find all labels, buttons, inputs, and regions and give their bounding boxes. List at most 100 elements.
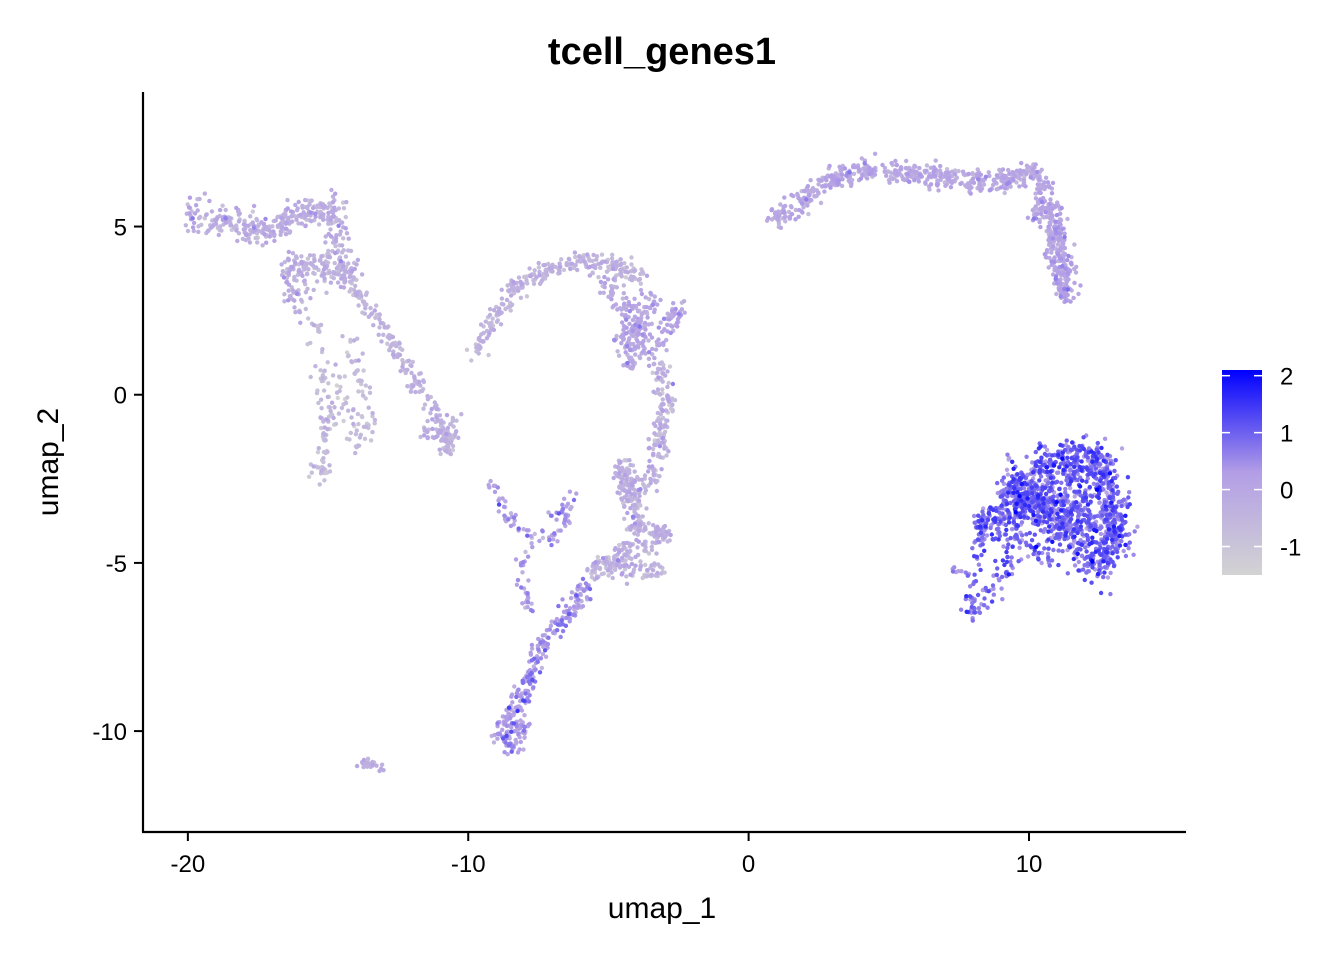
scatter-point — [434, 434, 439, 439]
scatter-point — [793, 217, 798, 222]
scatter-point — [805, 203, 810, 208]
scatter-point — [248, 214, 253, 219]
scatter-point — [660, 408, 665, 413]
scatter-point — [1070, 440, 1075, 445]
scatter-point — [437, 447, 442, 452]
scatter-point — [1039, 560, 1044, 566]
scatter-point — [565, 501, 571, 506]
scatter-point — [635, 339, 640, 344]
scatter-point — [378, 320, 383, 326]
scatter-point — [1001, 488, 1006, 493]
scatter-point — [284, 220, 289, 226]
scatter-point — [1081, 435, 1086, 440]
scatter-point — [599, 571, 604, 577]
scatter-point — [502, 750, 507, 755]
scatter-point — [994, 187, 999, 192]
scatter-point — [888, 170, 894, 175]
scatter-point — [1053, 203, 1059, 209]
scatter-point — [1113, 458, 1118, 463]
scatter-point — [355, 411, 361, 417]
scatter-point — [587, 586, 593, 592]
scatter-point — [547, 266, 552, 271]
scatter-point — [530, 608, 535, 614]
y-tick-label: 0 — [114, 383, 127, 410]
scatter-point — [662, 570, 667, 575]
scatter-point — [322, 425, 327, 430]
scatter-point — [558, 264, 563, 269]
scatter-point — [478, 322, 484, 327]
scatter-point — [1056, 515, 1062, 520]
scatter-point — [621, 483, 626, 488]
scatter-point — [1063, 298, 1069, 304]
scatter-point — [624, 307, 629, 312]
scatter-point — [658, 297, 663, 303]
scatter-point — [633, 563, 638, 568]
scatter-point — [275, 214, 280, 220]
scatter-point — [1044, 447, 1050, 453]
scatter-point — [527, 693, 532, 698]
scatter-point — [255, 224, 261, 229]
scatter-point — [1107, 471, 1113, 476]
scatter-point — [370, 762, 375, 768]
scatter-point — [1072, 489, 1077, 494]
scatter-point — [622, 301, 627, 306]
scatter-point — [1089, 471, 1094, 476]
scatter-point — [655, 410, 661, 416]
scatter-point — [1008, 486, 1013, 492]
scatter-point — [1032, 494, 1037, 500]
scatter-point — [300, 205, 305, 210]
scatter-point — [563, 513, 568, 518]
scatter-point — [535, 659, 540, 664]
scatter-point — [620, 468, 625, 473]
scatter-point — [568, 506, 573, 512]
scatter-point — [496, 309, 501, 314]
scatter-point — [616, 353, 622, 358]
scatter-point — [348, 430, 353, 436]
scatter-point — [1090, 565, 1095, 570]
scatter-point — [267, 228, 272, 233]
scatter-point — [1105, 536, 1110, 541]
scatter-point — [253, 235, 258, 241]
scatter-point — [649, 572, 654, 577]
scatter-point — [307, 253, 313, 258]
scatter-point — [317, 482, 322, 487]
scatter-point — [303, 306, 308, 312]
scatter-point — [430, 417, 435, 422]
scatter-point — [1046, 206, 1052, 211]
scatter-point — [1025, 496, 1030, 501]
scatter-point — [1033, 505, 1038, 510]
scatter-point — [459, 412, 464, 417]
scatter-point — [292, 298, 297, 303]
scatter-point — [429, 406, 434, 412]
scatter-point — [1004, 527, 1009, 533]
scatter-point — [637, 528, 642, 534]
scatter-point — [627, 309, 632, 314]
scatter-point — [323, 438, 328, 443]
scatter-point — [624, 295, 629, 301]
scatter-point — [496, 498, 501, 503]
scatter-point — [1017, 545, 1022, 550]
scatter-point — [668, 532, 673, 538]
scatter-point — [629, 542, 634, 547]
scatter-point — [341, 264, 346, 269]
scatter-point — [659, 532, 664, 537]
scatter-point — [187, 195, 193, 200]
scatter-point — [665, 322, 670, 327]
scatter-point — [591, 252, 596, 258]
colorbar-gradient — [1222, 370, 1262, 575]
scatter-point — [1040, 462, 1046, 467]
scatter-point — [599, 261, 604, 266]
scatter-point — [617, 470, 622, 475]
scatter-point — [1112, 517, 1117, 523]
scatter-point — [546, 635, 551, 640]
scatter-point — [1068, 510, 1074, 515]
scatter-point — [662, 446, 667, 451]
scatter-point — [973, 579, 979, 584]
scatter-point — [880, 162, 885, 168]
scatter-point — [988, 505, 993, 510]
scatter-point — [508, 293, 514, 298]
scatter-point — [537, 273, 542, 278]
scatter-point — [332, 405, 337, 410]
scatter-point — [418, 434, 423, 440]
scatter-point — [1063, 486, 1068, 492]
